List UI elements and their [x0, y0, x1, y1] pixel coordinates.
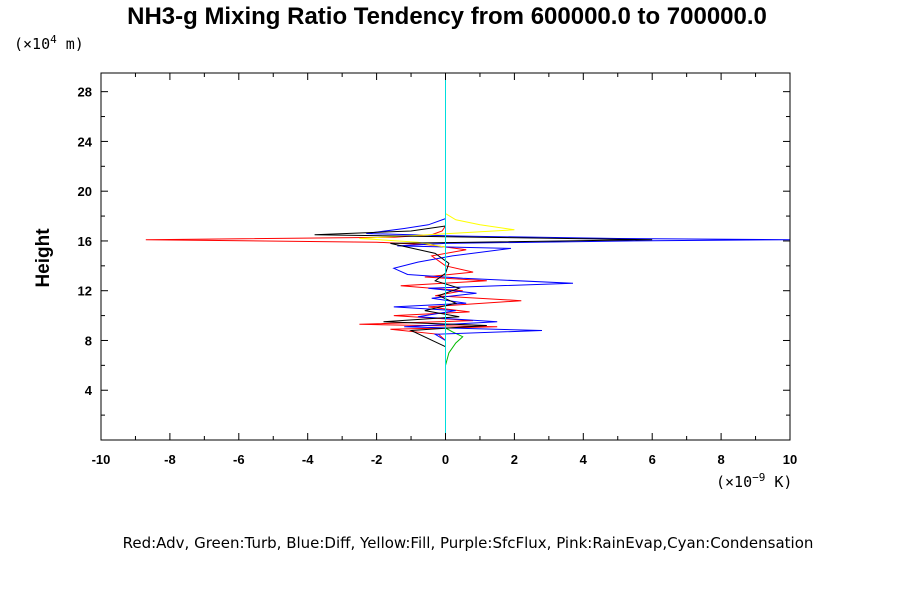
x-tick-label: -8	[164, 452, 176, 467]
x-tick-label: 2	[511, 452, 518, 467]
x-unit-suffix: K)	[765, 473, 792, 491]
y-tick-label: 24	[78, 134, 93, 149]
series-group	[145, 73, 791, 434]
series-line-turb	[445, 327, 464, 434]
legend-text: Red:Adv, Green:Turb, Blue:Diff, Yellow:F…	[123, 534, 814, 552]
series-line-black	[314, 225, 653, 348]
x-tick-label: 4	[580, 452, 588, 467]
y-tick-label: 12	[78, 284, 92, 299]
y-unit-label: (×104 m)	[14, 33, 84, 53]
y-unit-prefix: (×10	[14, 35, 50, 53]
y-axis-label: Height	[33, 228, 54, 288]
x-unit-label: (×10−9 K)	[716, 471, 792, 491]
x-tick-label: 8	[717, 452, 724, 467]
x-unit-prefix: (×10	[716, 473, 752, 491]
y-tick-label: 28	[78, 85, 92, 100]
x-tick-label: -2	[371, 452, 383, 467]
chart-title: NH3-g Mixing Ratio Tendency from 600000.…	[127, 3, 767, 30]
x-unit-exponent: −9	[752, 471, 765, 484]
y-tick-label: 16	[78, 234, 92, 249]
x-tick-label: -10	[92, 452, 111, 467]
series-line-fill	[359, 213, 515, 248]
x-tick-label: 0	[442, 452, 449, 467]
x-tick-label: -4	[302, 452, 314, 467]
y-tick-label: 8	[85, 333, 92, 348]
x-tick-label: 6	[649, 452, 656, 467]
y-unit-suffix: m)	[57, 35, 84, 53]
y-tick-label: 20	[78, 184, 92, 199]
y-unit-exponent: 4	[50, 33, 57, 46]
series-line-diff	[366, 209, 791, 434]
x-tick-label: 10	[783, 452, 797, 467]
y-tick-label: 4	[85, 383, 93, 398]
x-tick-label: -6	[233, 452, 245, 467]
